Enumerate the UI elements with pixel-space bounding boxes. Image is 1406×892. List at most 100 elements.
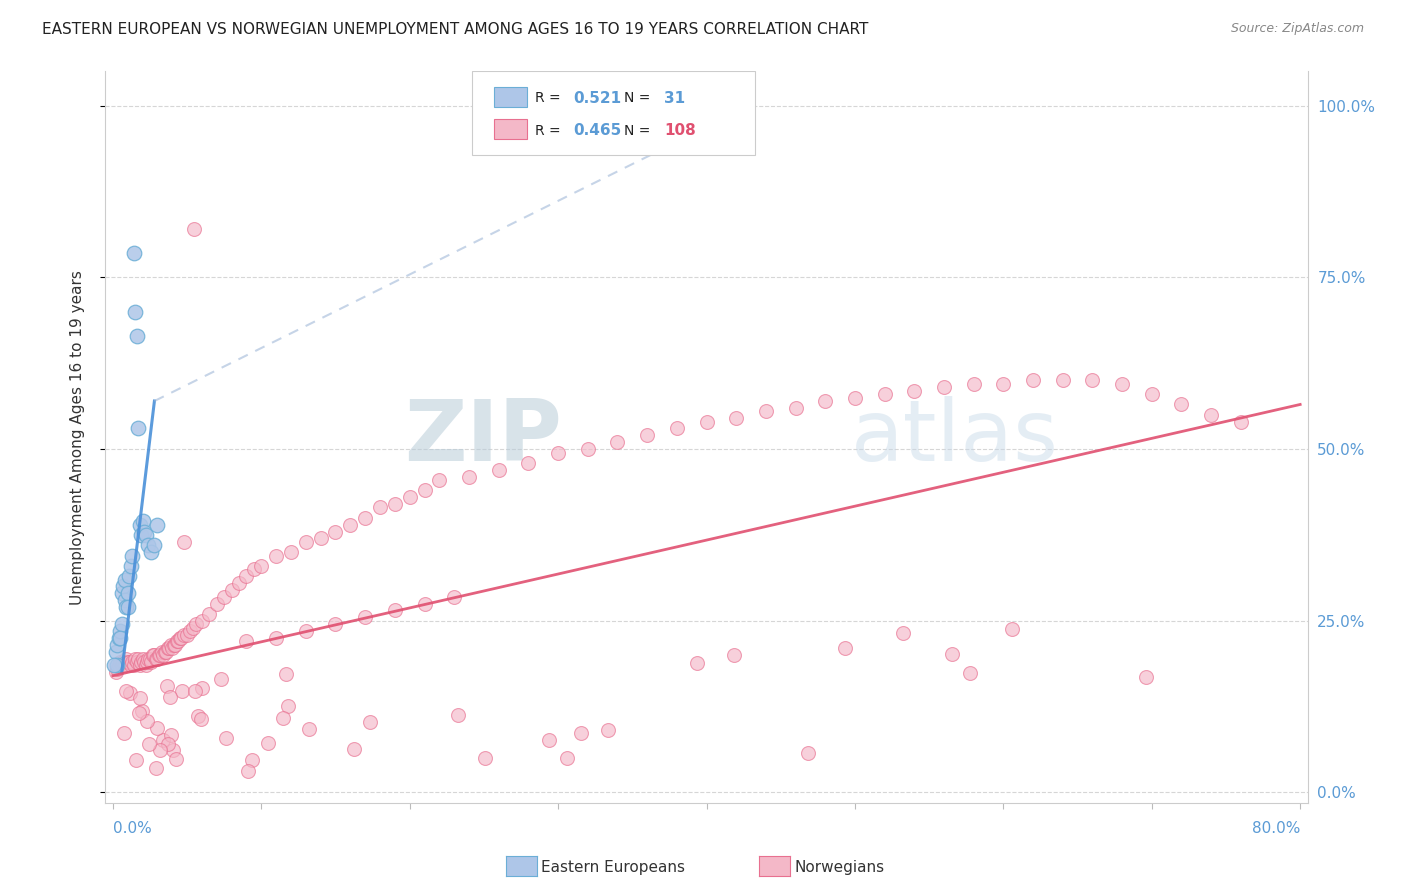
Point xyxy=(183,222,205,236)
Point xyxy=(148,648,170,662)
Point xyxy=(115,651,138,665)
Point xyxy=(110,624,132,639)
Point xyxy=(120,558,142,573)
Point xyxy=(354,610,377,624)
Point xyxy=(264,549,287,563)
Point xyxy=(135,528,157,542)
Point xyxy=(105,638,128,652)
Point xyxy=(111,658,134,673)
Point xyxy=(138,538,160,552)
Point xyxy=(124,651,146,665)
Point xyxy=(125,328,148,343)
Point xyxy=(636,428,658,442)
Point xyxy=(165,638,187,652)
Point xyxy=(427,473,450,487)
Point xyxy=(157,641,180,656)
Point xyxy=(153,645,176,659)
Point xyxy=(443,590,465,604)
Point xyxy=(136,655,159,669)
Point xyxy=(114,593,136,607)
Point xyxy=(141,545,163,559)
Point xyxy=(797,746,820,760)
Point xyxy=(166,634,188,648)
Point xyxy=(190,712,212,726)
Point xyxy=(277,699,299,714)
Point xyxy=(118,655,141,669)
FancyBboxPatch shape xyxy=(494,87,527,107)
Point xyxy=(1052,373,1074,387)
Point xyxy=(1111,376,1133,391)
Text: atlas: atlas xyxy=(851,395,1059,479)
Text: Norwegians: Norwegians xyxy=(794,860,884,874)
Point xyxy=(131,651,153,665)
Point xyxy=(785,401,807,415)
Point xyxy=(121,549,143,563)
Point xyxy=(110,631,132,645)
Point xyxy=(517,456,540,470)
Point xyxy=(755,404,778,418)
Point xyxy=(814,394,837,409)
Point xyxy=(298,722,321,736)
Point xyxy=(725,411,748,425)
Point xyxy=(145,761,167,775)
Point xyxy=(169,631,191,645)
Point xyxy=(271,711,294,725)
Point xyxy=(170,631,193,645)
Point xyxy=(104,665,127,680)
Y-axis label: Unemployment Among Ages 16 to 19 years: Unemployment Among Ages 16 to 19 years xyxy=(70,269,84,605)
Point xyxy=(1000,622,1022,636)
Point xyxy=(125,655,148,669)
Point xyxy=(103,658,125,673)
Point xyxy=(537,733,560,747)
Point xyxy=(274,667,297,681)
Point xyxy=(128,706,150,721)
Point xyxy=(384,603,406,617)
Point xyxy=(163,638,186,652)
Point xyxy=(309,532,332,546)
Point xyxy=(932,380,955,394)
Point xyxy=(723,648,745,662)
Point xyxy=(128,658,150,673)
Point xyxy=(105,662,128,676)
Point xyxy=(145,651,167,665)
Point xyxy=(184,684,207,698)
Point xyxy=(354,510,377,524)
Point xyxy=(555,751,578,765)
Point xyxy=(159,690,181,705)
Point xyxy=(112,579,135,593)
Point xyxy=(198,607,221,621)
Point xyxy=(215,731,238,745)
Point xyxy=(257,736,280,750)
Point xyxy=(146,517,169,532)
Point xyxy=(458,469,481,483)
Point xyxy=(844,391,866,405)
Point xyxy=(368,500,391,515)
Point xyxy=(131,514,153,528)
Text: ZIP: ZIP xyxy=(405,395,562,479)
Point xyxy=(181,621,204,635)
Point xyxy=(104,645,127,659)
Point xyxy=(179,624,201,639)
Point xyxy=(125,753,148,767)
Point xyxy=(129,655,152,669)
Point xyxy=(325,524,347,539)
Point xyxy=(191,681,214,695)
Point xyxy=(117,586,139,600)
Text: R =: R = xyxy=(534,91,565,105)
Point xyxy=(142,648,165,662)
Point xyxy=(117,655,139,669)
Point xyxy=(941,647,963,661)
Text: EASTERN EUROPEAN VS NORWEGIAN UNEMPLOYMENT AMONG AGES 16 TO 19 YEARS CORRELATION: EASTERN EUROPEAN VS NORWEGIAN UNEMPLOYME… xyxy=(42,22,869,37)
Point xyxy=(547,445,569,459)
Point xyxy=(115,683,138,698)
Point xyxy=(128,517,150,532)
Point xyxy=(413,483,436,498)
Text: 0.465: 0.465 xyxy=(574,123,621,138)
Point xyxy=(149,743,172,757)
Point xyxy=(235,634,257,648)
Point xyxy=(108,631,131,645)
Point xyxy=(873,387,896,401)
Point xyxy=(264,631,287,645)
Point xyxy=(150,645,173,659)
Point xyxy=(124,304,146,318)
